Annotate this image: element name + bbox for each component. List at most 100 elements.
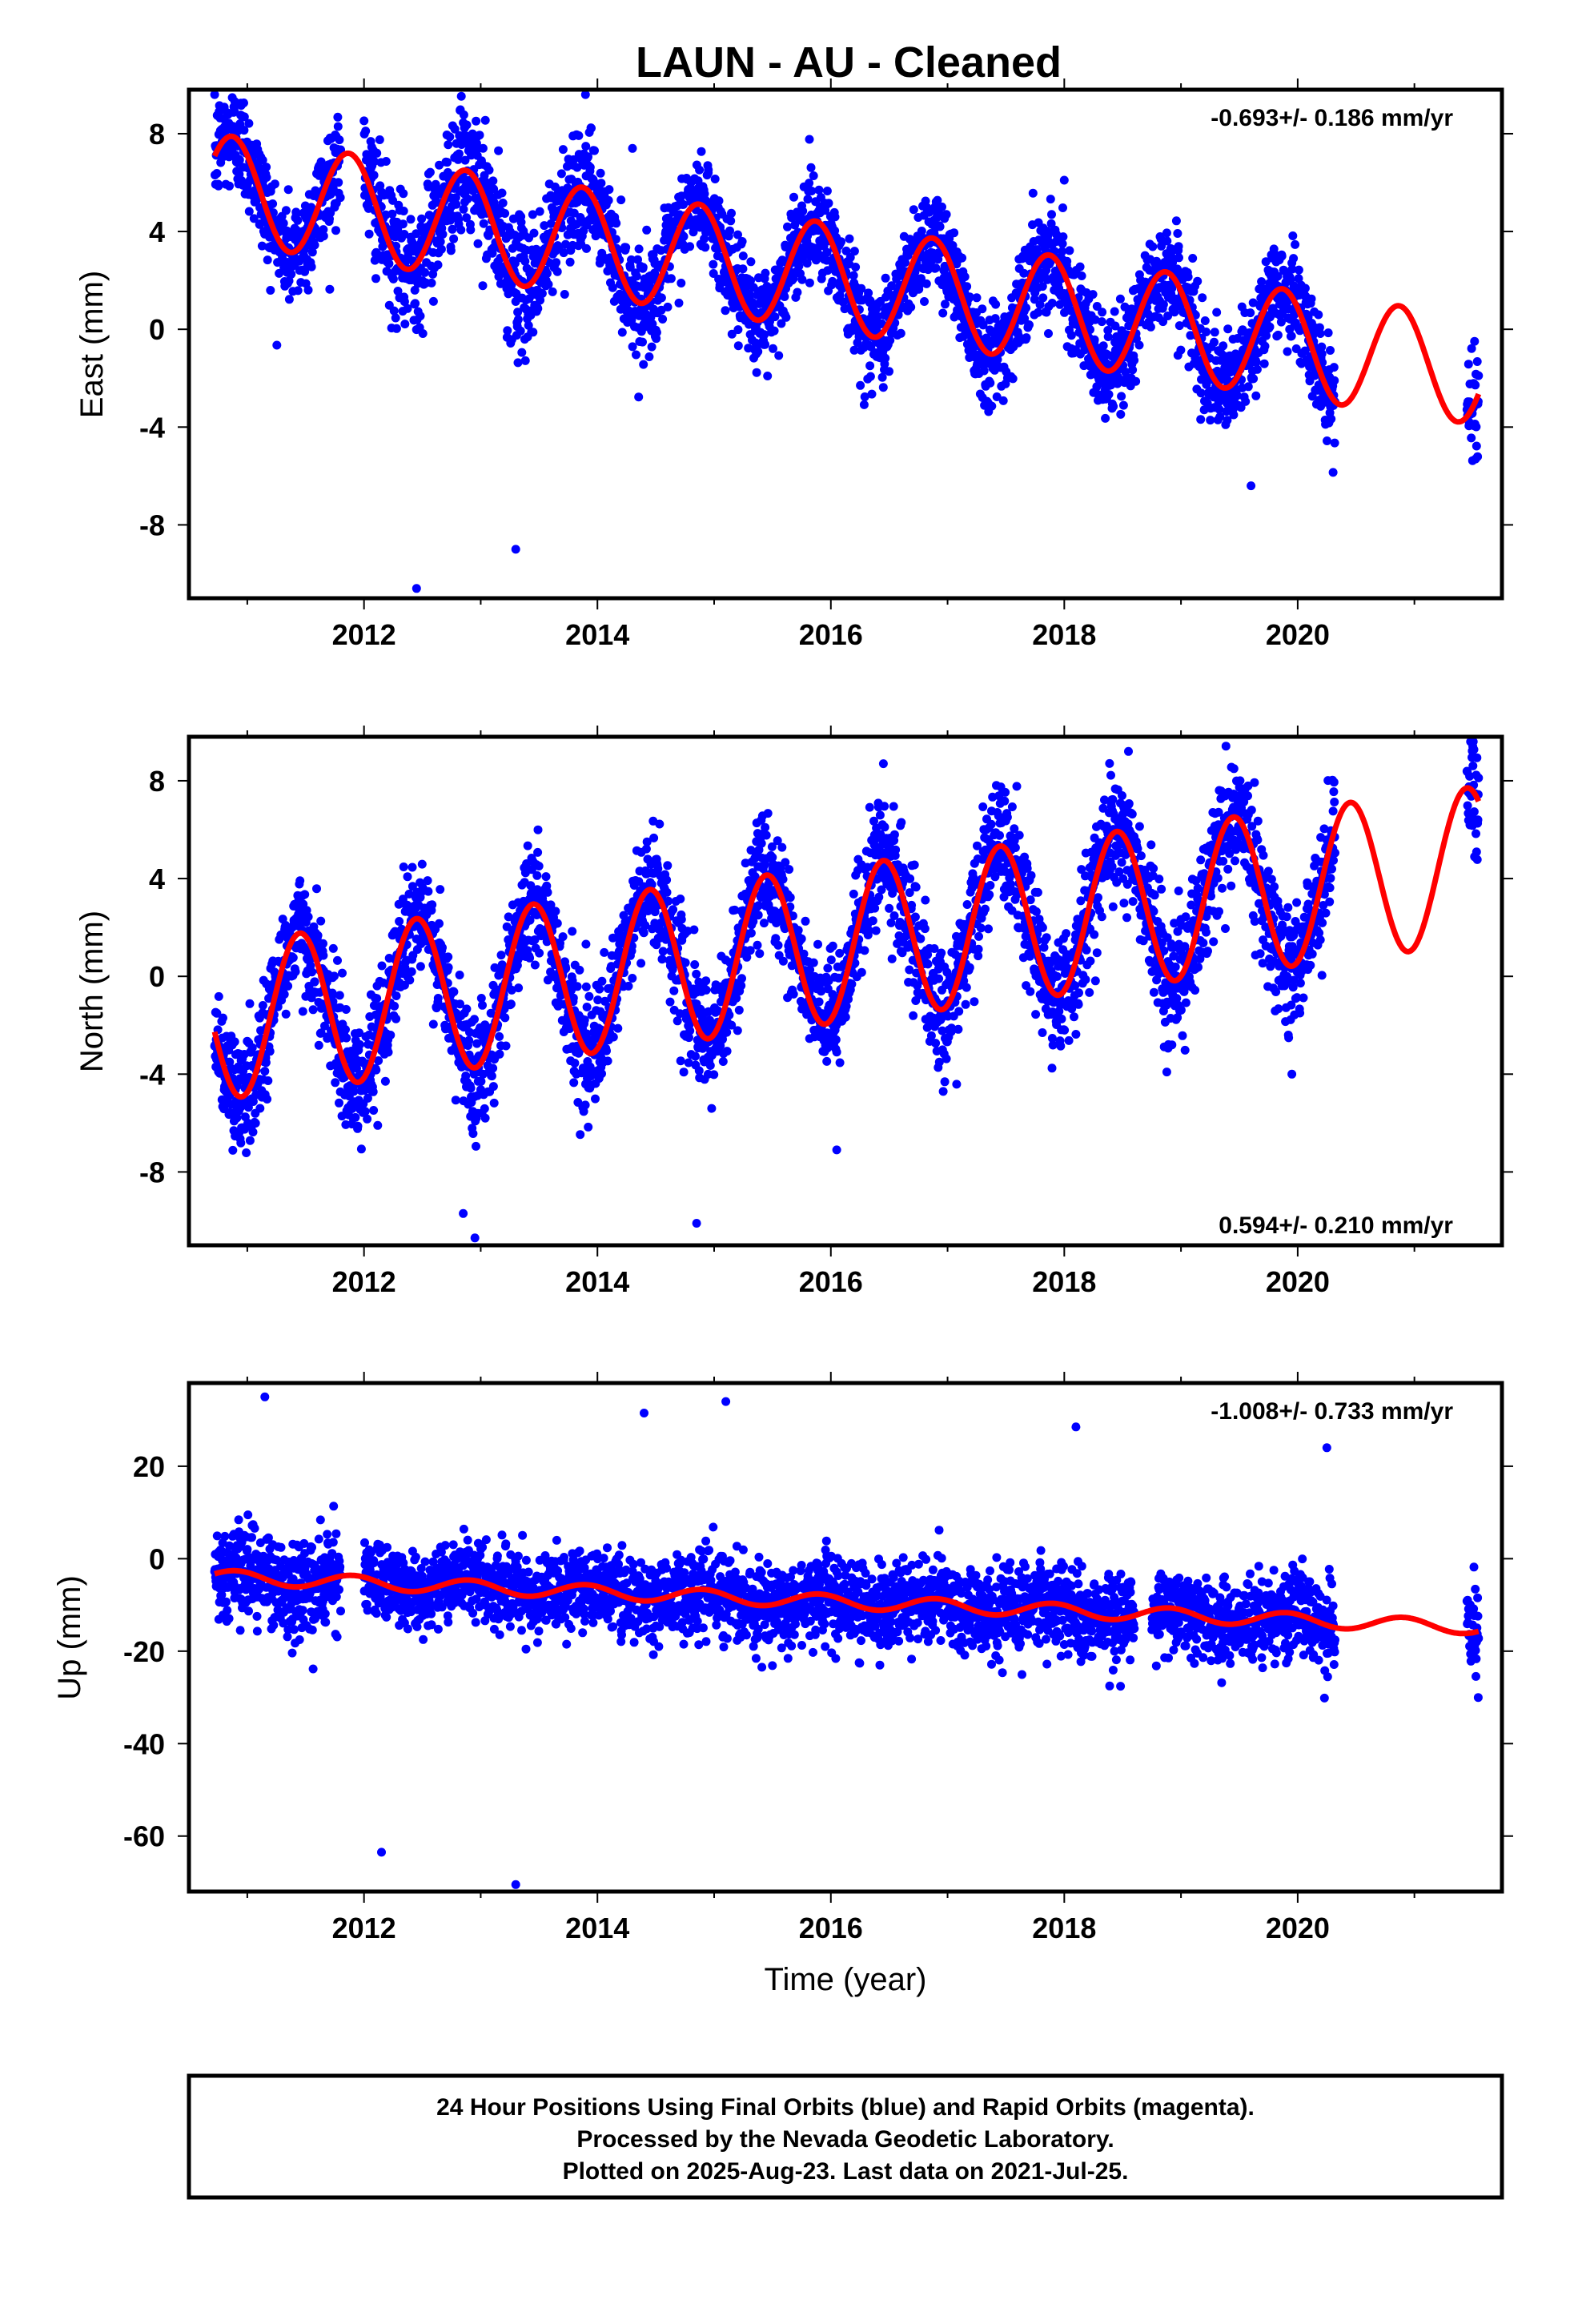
data-point xyxy=(655,819,665,829)
data-point xyxy=(293,215,303,225)
data-point xyxy=(529,228,539,238)
data-point xyxy=(1066,331,1076,340)
data-point xyxy=(647,342,656,352)
data-point xyxy=(389,306,399,316)
data-point xyxy=(418,329,428,338)
data-point xyxy=(230,106,239,115)
data-point xyxy=(424,887,433,896)
data-point xyxy=(533,304,543,313)
data-point xyxy=(1300,283,1310,293)
data-point xyxy=(313,931,323,940)
data-point xyxy=(1174,253,1183,263)
outlier-point xyxy=(511,545,520,554)
data-point xyxy=(500,1013,510,1023)
data-point xyxy=(962,282,972,292)
data-point xyxy=(334,178,343,187)
data-point xyxy=(235,155,244,165)
data-point xyxy=(677,279,686,287)
data-point xyxy=(780,292,789,301)
data-point xyxy=(381,210,391,219)
data-point xyxy=(436,244,446,254)
data-point xyxy=(1288,231,1298,240)
data-point xyxy=(1210,337,1219,347)
data-point xyxy=(634,244,644,254)
data-point xyxy=(733,325,743,335)
data-point xyxy=(1088,290,1098,300)
data-point xyxy=(761,268,770,278)
data-point xyxy=(399,189,408,199)
data-point xyxy=(725,226,734,235)
data-point xyxy=(244,207,254,216)
data-point xyxy=(921,279,931,288)
data-point xyxy=(1148,242,1158,251)
data-point xyxy=(849,247,859,256)
data-point xyxy=(1176,345,1186,355)
data-point xyxy=(433,260,443,270)
data-point xyxy=(663,861,673,870)
data-point xyxy=(444,140,453,150)
data-point xyxy=(488,1082,498,1092)
data-point xyxy=(236,1138,246,1148)
east-y-axis-label: East (mm) xyxy=(74,271,110,418)
data-point xyxy=(403,872,412,882)
data-point xyxy=(1022,304,1031,312)
data-point xyxy=(266,286,275,295)
data-point xyxy=(570,1059,580,1068)
data-point xyxy=(624,981,633,991)
data-point xyxy=(391,991,401,1000)
data-point xyxy=(257,241,267,251)
data-point xyxy=(356,1144,366,1154)
data-point xyxy=(242,1148,251,1157)
data-point xyxy=(803,195,813,204)
data-point xyxy=(310,977,319,987)
data-point xyxy=(1241,396,1251,406)
data-point xyxy=(386,1031,396,1039)
data-point xyxy=(1202,328,1211,336)
data-point xyxy=(726,216,736,226)
data-point xyxy=(865,361,875,371)
data-point xyxy=(830,212,840,222)
y-tick-label: 4 xyxy=(149,215,165,248)
data-point xyxy=(1289,254,1299,263)
y-tick-label: 8 xyxy=(149,118,165,151)
data-point xyxy=(495,1031,504,1041)
data-point xyxy=(295,876,305,886)
y-tick-label: 0 xyxy=(149,313,165,346)
data-point xyxy=(710,175,720,183)
data-point xyxy=(517,348,527,357)
data-point xyxy=(371,274,380,283)
data-point xyxy=(368,1087,378,1096)
data-point xyxy=(262,173,271,182)
data-point xyxy=(942,210,951,219)
outlier-point xyxy=(628,143,637,153)
east-rate-label: -0.693+/- 0.186 mm/yr xyxy=(1211,105,1453,131)
data-point xyxy=(371,1065,381,1075)
data-point xyxy=(1294,265,1303,275)
data-point xyxy=(789,192,798,202)
data-point xyxy=(738,251,748,261)
data-point xyxy=(444,963,453,972)
data-point xyxy=(488,1063,498,1073)
data-point xyxy=(662,887,672,897)
data-point xyxy=(781,312,791,322)
data-point xyxy=(991,300,1001,309)
data-point xyxy=(307,262,316,271)
data-point xyxy=(769,344,777,353)
data-point xyxy=(433,994,443,1003)
data-point xyxy=(530,960,540,970)
data-point xyxy=(552,258,561,267)
data-point xyxy=(556,169,566,179)
y-tick-label: -8 xyxy=(139,509,165,541)
data-point xyxy=(281,1009,291,1019)
data-point xyxy=(484,165,494,175)
data-point xyxy=(283,185,293,195)
data-point xyxy=(1474,371,1484,380)
data-point xyxy=(428,1019,438,1029)
data-point xyxy=(400,297,409,307)
data-point xyxy=(617,328,627,337)
data-point xyxy=(489,1098,499,1108)
data-point xyxy=(330,971,339,981)
data-point xyxy=(987,401,997,411)
data-point xyxy=(387,209,397,219)
data-point xyxy=(1259,359,1269,368)
